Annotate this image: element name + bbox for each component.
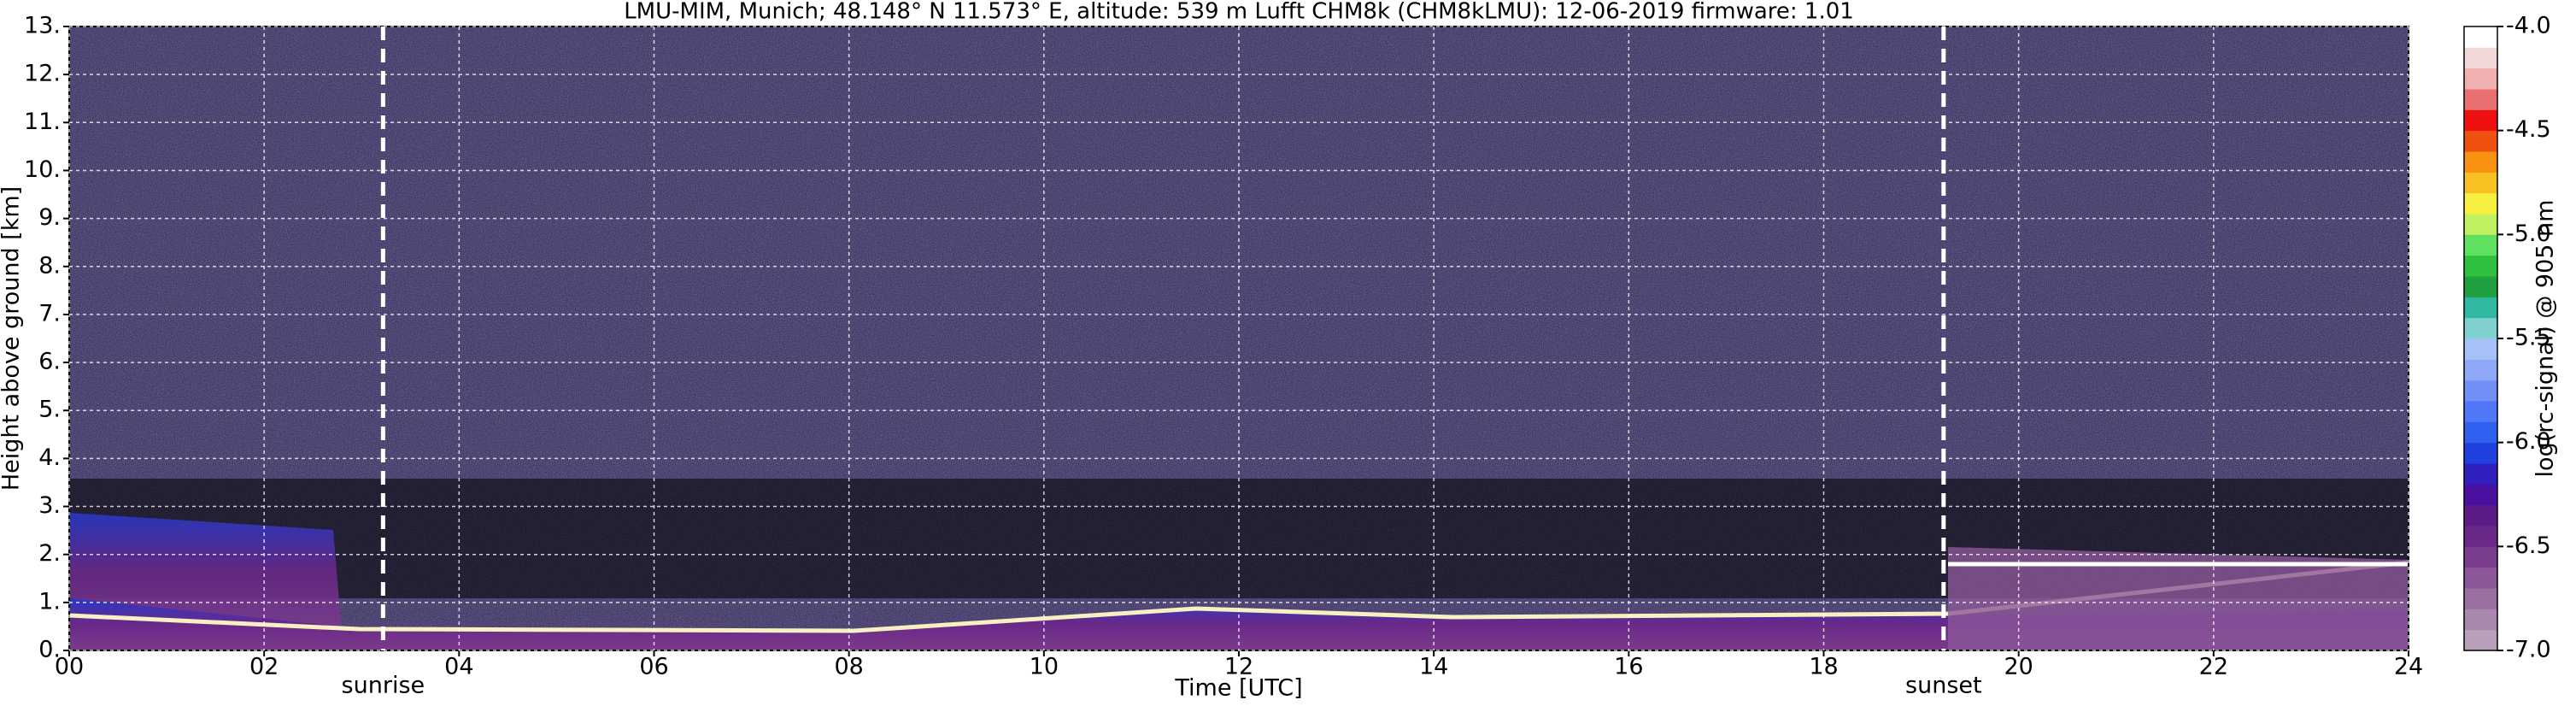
y-axis-label: Height above ground [km] (0, 186, 25, 491)
colorbar-segment (2464, 234, 2497, 256)
colorbar-tick-label: -6.5 (2506, 532, 2551, 559)
x-axis-label: Time [UTC] (1174, 675, 1302, 702)
colorbar-segment (2464, 192, 2497, 215)
x-tick-label: 06 (639, 654, 668, 680)
colorbar-segment (2464, 629, 2497, 651)
colorbar-segment (2464, 567, 2497, 589)
y-tick-label: 8. (38, 252, 61, 279)
colorbar-segment (2464, 68, 2497, 90)
x-tick-label: 24 (2394, 654, 2423, 680)
colorbar-segment (2464, 47, 2497, 69)
y-tick-label: 9. (38, 204, 61, 231)
colorbar-segment (2464, 504, 2497, 527)
colorbar-segment (2464, 546, 2497, 568)
colorbar-segment (2464, 484, 2497, 506)
colorbar-segment (2464, 109, 2497, 132)
colorbar-segment (2464, 255, 2497, 277)
chart-title: LMU-MIM, Munich; 48.148° N 11.573° E, al… (624, 0, 1854, 25)
x-tick-label: 08 (834, 654, 863, 680)
y-tick-label: 12. (24, 61, 61, 87)
y-tick-label: 2. (38, 540, 61, 567)
x-tick-label: 22 (2199, 654, 2228, 680)
x-tick-label: 16 (1614, 654, 1643, 680)
colorbar-segment (2464, 130, 2497, 152)
colorbar-tick-label: -7.0 (2506, 637, 2551, 663)
colorbar-tick-label: -5.0 (2506, 221, 2551, 247)
colorbar-segment (2464, 609, 2497, 631)
colorbar-segment (2464, 276, 2497, 297)
y-tick-label: 1. (38, 588, 61, 615)
colorbar-tick-label: -5.5 (2506, 325, 2551, 351)
x-tick-label: 02 (249, 654, 279, 680)
colorbar-segment (2464, 317, 2497, 339)
x-tick-label: 20 (2004, 654, 2033, 680)
colorbar-segment (2464, 89, 2497, 110)
colorbar-segment (2464, 338, 2497, 360)
y-tick-label: 3. (38, 492, 61, 519)
colorbar-tick-label: -4.0 (2506, 13, 2551, 39)
y-tick-label: 5. (38, 397, 61, 423)
colorbar-segment (2464, 151, 2497, 173)
colorbar-segment (2464, 172, 2497, 194)
colorbar-segment (2464, 379, 2497, 402)
x-tick-label: 14 (1419, 654, 1448, 680)
colorbar-label: log(rc-signal) @ 905 nm (2532, 200, 2559, 478)
colorbar-segment (2464, 359, 2497, 381)
y-tick-label: 13. (24, 13, 61, 39)
x-tick-label: 18 (1809, 654, 1838, 680)
y-tick-label: 4. (38, 444, 61, 471)
x-tick-label: 12 (1224, 654, 1253, 680)
colorbar-segment (2464, 26, 2497, 48)
colorbar-tick-label: -4.5 (2506, 116, 2551, 143)
colorbar-segment (2464, 588, 2497, 609)
colorbar-tick-label: -6.0 (2506, 428, 2551, 455)
colorbar-segment (2464, 401, 2497, 422)
y-tick-label: 11. (24, 109, 61, 135)
backscatter-image (68, 26, 2409, 650)
x-tick-label: 04 (444, 654, 473, 680)
colorbar-segment (2464, 297, 2497, 319)
y-tick-label: 6. (38, 349, 61, 375)
colorbar-segment (2464, 442, 2497, 464)
annotation-label: sunset (1905, 673, 1982, 699)
colorbar-segment (2464, 463, 2497, 485)
x-tick-label: 10 (1030, 654, 1059, 680)
y-tick-label: 10. (24, 156, 61, 183)
y-tick-label: 0. (38, 637, 61, 663)
colorbar-segment (2464, 421, 2497, 444)
x-tick-label: 00 (55, 654, 84, 680)
colorbar-segment (2464, 214, 2497, 235)
y-tick-label: 7. (38, 300, 61, 327)
colorbar-segment (2464, 526, 2497, 547)
annotation-label: sunrise (342, 673, 425, 699)
